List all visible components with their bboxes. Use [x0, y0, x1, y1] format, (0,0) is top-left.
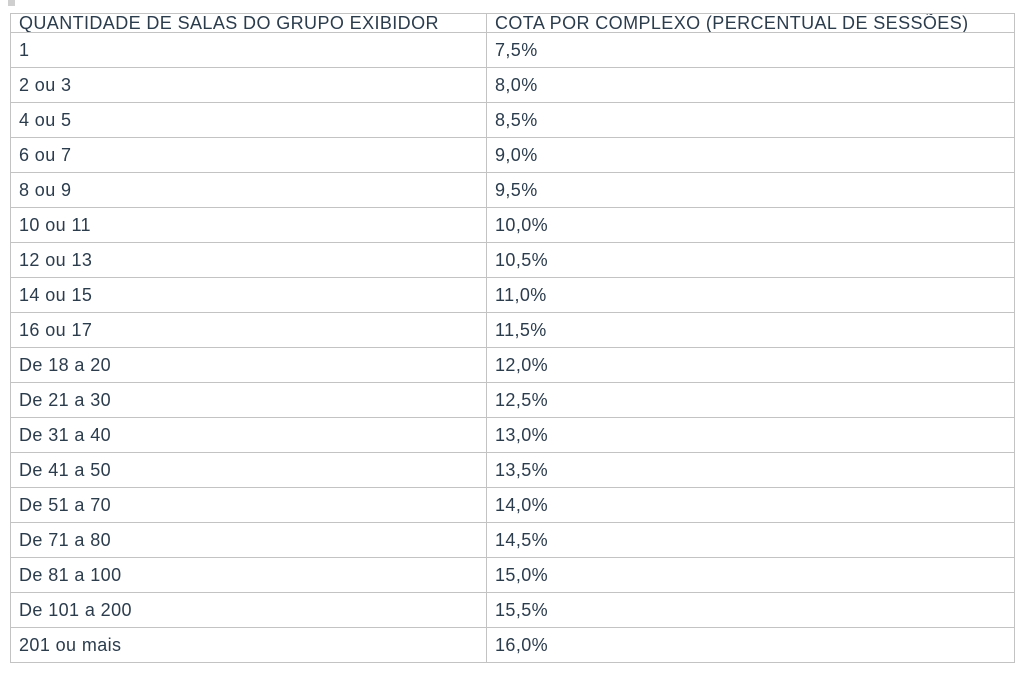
table-cell: 11,5%	[486, 312, 1015, 348]
table-cell: 12 ou 13	[10, 242, 487, 278]
table-row: 201 ou mais 16,0%	[10, 627, 1015, 663]
table-cell: 10,0%	[486, 207, 1015, 243]
table-cell: 14,5%	[486, 522, 1015, 558]
table-header-row: QUANTIDADE DE SALAS DO GRUPO EXIBIDOR CO…	[10, 13, 1015, 33]
table-row: 1 7,5%	[10, 32, 1015, 68]
table-cell: 14 ou 15	[10, 277, 487, 313]
table-cell: 2 ou 3	[10, 67, 487, 103]
table-row: 10 ou 11 10,0%	[10, 207, 1015, 243]
table-cell: 10,5%	[486, 242, 1015, 278]
table-cell: 13,5%	[486, 452, 1015, 488]
table-cell: 12,5%	[486, 382, 1015, 418]
table-cell: De 71 a 80	[10, 522, 487, 558]
table-cell: 9,0%	[486, 137, 1015, 173]
table-cell: 9,5%	[486, 172, 1015, 208]
table-cell: 13,0%	[486, 417, 1015, 453]
table-cell: De 41 a 50	[10, 452, 487, 488]
table-cell: 10 ou 11	[10, 207, 487, 243]
table-cell: 1	[10, 32, 487, 68]
table-row: 16 ou 17 11,5%	[10, 312, 1015, 348]
table-row: De 51 a 70 14,0%	[10, 487, 1015, 523]
column-header-cota: COTA POR COMPLEXO (PERCENTUAL DE SESSÕES…	[486, 13, 1015, 33]
table-row: De 41 a 50 13,5%	[10, 452, 1015, 488]
table-row: De 81 a 100 15,0%	[10, 557, 1015, 593]
table-row: 14 ou 15 11,0%	[10, 277, 1015, 313]
screen-quota-table: QUANTIDADE DE SALAS DO GRUPO EXIBIDOR CO…	[10, 13, 1015, 663]
table-cell: De 18 a 20	[10, 347, 487, 383]
table-body: 1 7,5% 2 ou 3 8,0% 4 ou 5 8,5% 6 ou 7 9,0% 8 ou …	[10, 32, 1015, 663]
table-row: 4 ou 5 8,5%	[10, 102, 1015, 138]
table-cell: 8,0%	[486, 67, 1015, 103]
table-cell: De 51 a 70	[10, 487, 487, 523]
table-row: 8 ou 9 9,5%	[10, 172, 1015, 208]
table-cell: 201 ou mais	[10, 627, 487, 663]
table-cell: 4 ou 5	[10, 102, 487, 138]
table-cell: 15,0%	[486, 557, 1015, 593]
table-row: De 18 a 20 12,0%	[10, 347, 1015, 383]
table-row: 2 ou 3 8,0%	[10, 67, 1015, 103]
table-row: De 31 a 40 13,0%	[10, 417, 1015, 453]
table-row: De 101 a 200 15,5%	[10, 592, 1015, 628]
table-cell: 8 ou 9	[10, 172, 487, 208]
table-cell: 6 ou 7	[10, 137, 487, 173]
cropped-edge-artifact	[8, 0, 15, 6]
table-row: De 71 a 80 14,5%	[10, 522, 1015, 558]
table-cell: 15,5%	[486, 592, 1015, 628]
table-cell: 12,0%	[486, 347, 1015, 383]
table-row: 6 ou 7 9,0%	[10, 137, 1015, 173]
table-cell: 16,0%	[486, 627, 1015, 663]
table-cell: 7,5%	[486, 32, 1015, 68]
column-header-salas: QUANTIDADE DE SALAS DO GRUPO EXIBIDOR	[10, 13, 487, 33]
table-cell: De 31 a 40	[10, 417, 487, 453]
table-row: De 21 a 30 12,5%	[10, 382, 1015, 418]
table-cell: 8,5%	[486, 102, 1015, 138]
table-cell: 14,0%	[486, 487, 1015, 523]
table-cell: De 21 a 30	[10, 382, 487, 418]
table-cell: De 101 a 200	[10, 592, 487, 628]
table-cell: 16 ou 17	[10, 312, 487, 348]
table-row: 12 ou 13 10,5%	[10, 242, 1015, 278]
table-cell: 11,0%	[486, 277, 1015, 313]
table-cell: De 81 a 100	[10, 557, 487, 593]
